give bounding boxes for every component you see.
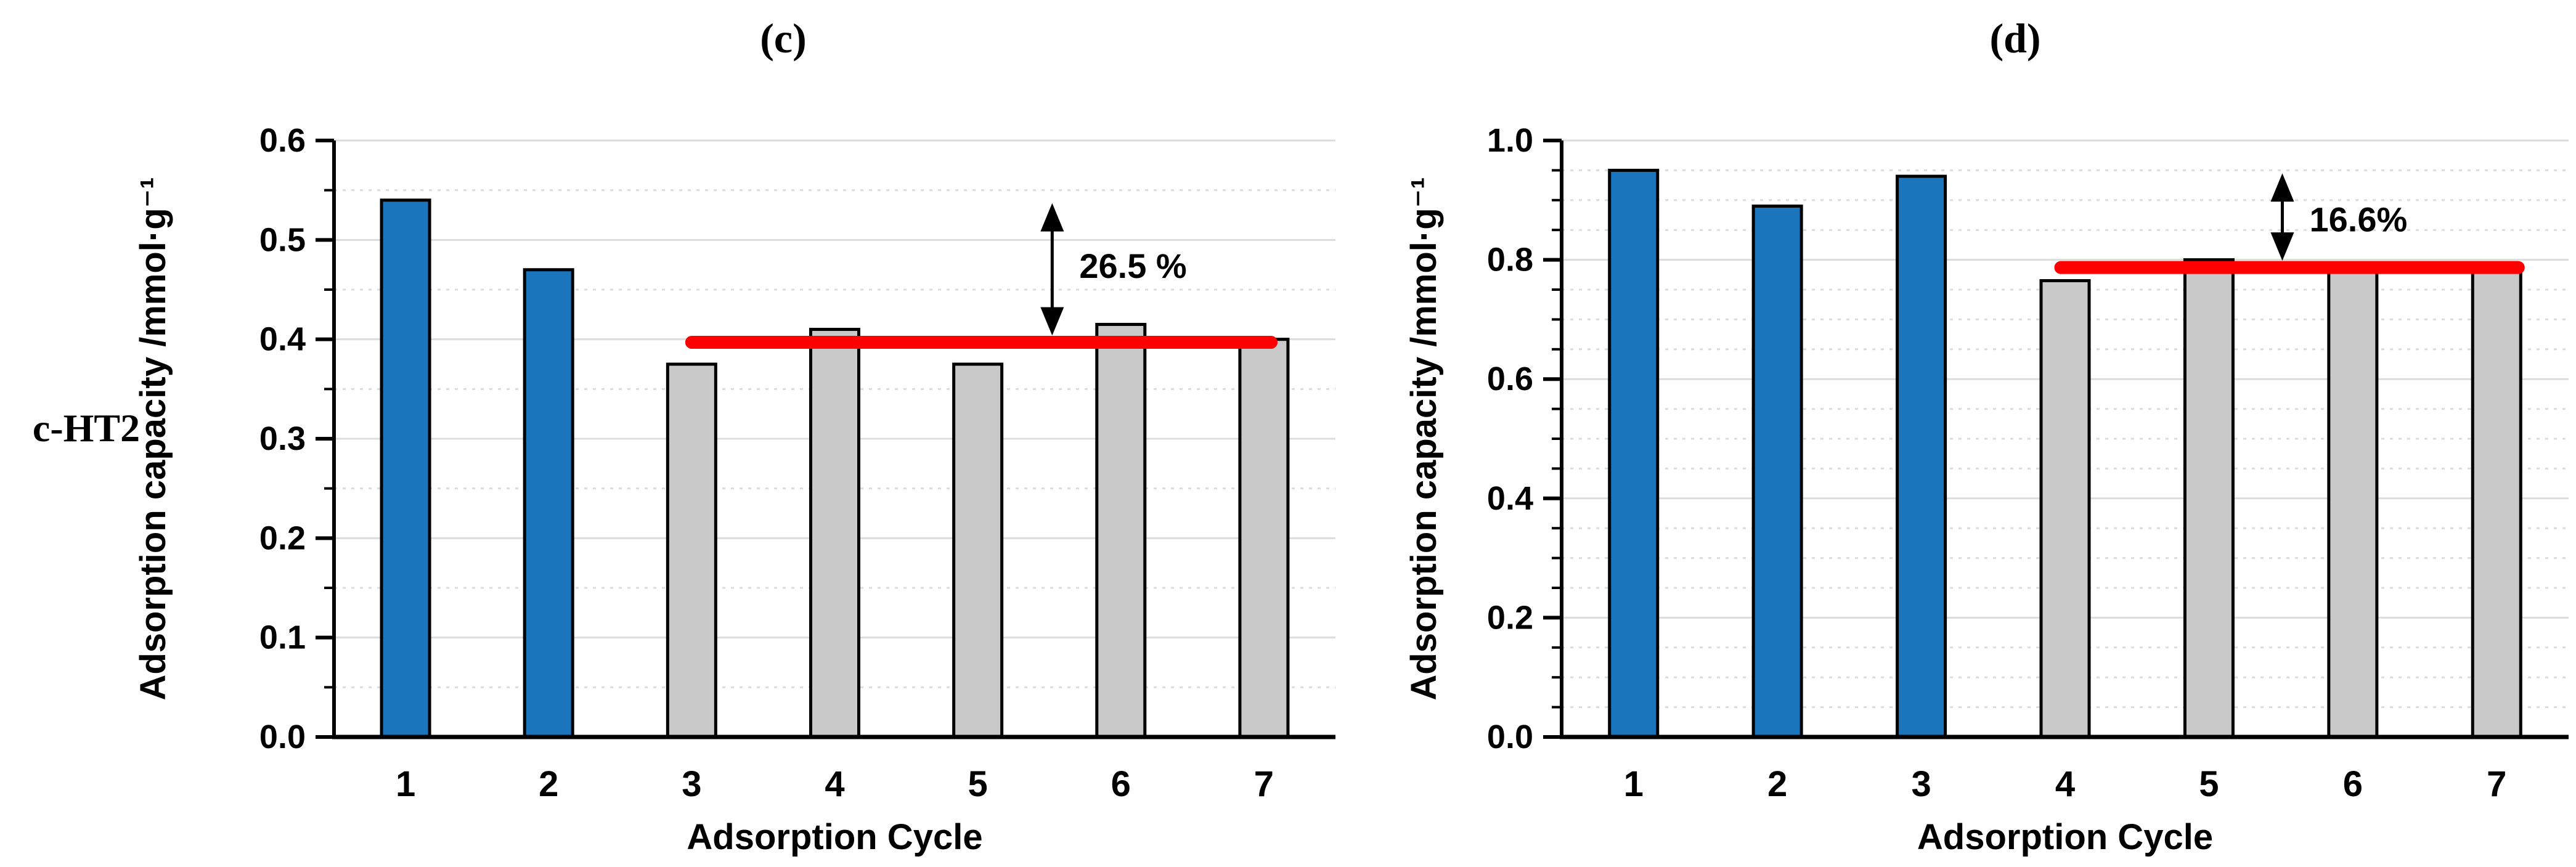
bar-cycle-7 <box>2471 264 2522 739</box>
y-tick-label: 0.2 <box>259 519 306 556</box>
loss-percentage-label: 16.6% <box>2309 200 2407 238</box>
sample-label: c-HT2 <box>32 406 141 450</box>
bar-cycle-3 <box>1896 174 1947 739</box>
y-axis-title: Adsorption capacity /mmol·g⁻¹ <box>1404 177 1444 700</box>
x-tick-label: 5 <box>2199 764 2219 804</box>
bar-cycle-5 <box>2183 258 2235 739</box>
bar-cycle-4 <box>809 328 860 739</box>
y-tick-label: 0.4 <box>1487 480 1533 517</box>
x-tick-label: 1 <box>396 764 415 804</box>
y-tick-label: 0.0 <box>259 718 306 755</box>
bar-cycle-4 <box>2039 279 2091 739</box>
x-tick-label: 3 <box>1911 764 1931 804</box>
x-axis-title: Adsorption Cycle <box>1917 817 2213 857</box>
bar-cycle-1 <box>380 198 431 739</box>
x-axis-title: Adsorption Cycle <box>687 817 982 857</box>
panel-c-title: (c) <box>760 15 807 62</box>
bar-cycle-3 <box>666 362 717 739</box>
x-tick-label: 4 <box>825 764 844 804</box>
x-tick-label: 2 <box>1767 764 1787 804</box>
x-tick-label: 2 <box>539 764 558 804</box>
bar-cycle-6 <box>1095 322 1147 739</box>
y-tick-label: 0.0 <box>1487 718 1533 755</box>
y-tick-label: 0.8 <box>1487 242 1533 279</box>
x-tick-label: 7 <box>1254 764 1274 804</box>
bar-cycle-2 <box>523 268 574 739</box>
bar-cycle-2 <box>1751 204 1803 739</box>
x-tick-label: 6 <box>2343 764 2363 804</box>
y-axis-title: Adsorption capacity /mmol·g⁻¹ <box>133 177 173 700</box>
arrow-down-head-icon <box>2270 232 2294 261</box>
chart-d: 16.6% 0.0 0.2 0.4 0.6 0.8 1.0 1 2 3 4 5 6 7 Adsorption… <box>1404 122 2569 857</box>
x-tick-label: 1 <box>1624 764 1644 804</box>
x-tick-label: 4 <box>2055 764 2075 804</box>
y-tick-label: 0.4 <box>259 321 306 358</box>
y-tick-label: 0.6 <box>1487 360 1533 397</box>
y-tick-label: 0.5 <box>259 221 306 258</box>
x-tick-label: 7 <box>2487 764 2506 804</box>
x-tick-label: 6 <box>1111 764 1131 804</box>
bar-cycle-1 <box>1608 168 1660 739</box>
bar-cycle-7 <box>1238 338 1290 739</box>
bar-cycle-6 <box>2327 267 2379 739</box>
y-tick-label: 1.0 <box>1487 122 1533 159</box>
arrow-down-head-icon <box>1040 307 1064 336</box>
y-tick-label: 0.6 <box>259 122 306 159</box>
x-tick-label: 3 <box>682 764 701 804</box>
y-tick-label: 0.1 <box>259 619 306 656</box>
bar-cycle-5 <box>952 362 1004 739</box>
chart-c: 26.5 % 0.0 0.1 0.2 0.3 0.4 0.5 0.6 1 2 3 4 5 6 7 Adsorp… <box>133 122 1335 857</box>
y-tick-label: 0.3 <box>259 420 306 457</box>
arrow-up-head-icon <box>1040 203 1064 232</box>
loss-percentage-label: 26.5 % <box>1079 246 1186 285</box>
arrow-up-head-icon <box>2270 173 2294 202</box>
panel-d-title: (d) <box>1989 15 2041 62</box>
x-tick-label: 5 <box>968 764 988 804</box>
y-tick-label: 0.2 <box>1487 599 1533 636</box>
